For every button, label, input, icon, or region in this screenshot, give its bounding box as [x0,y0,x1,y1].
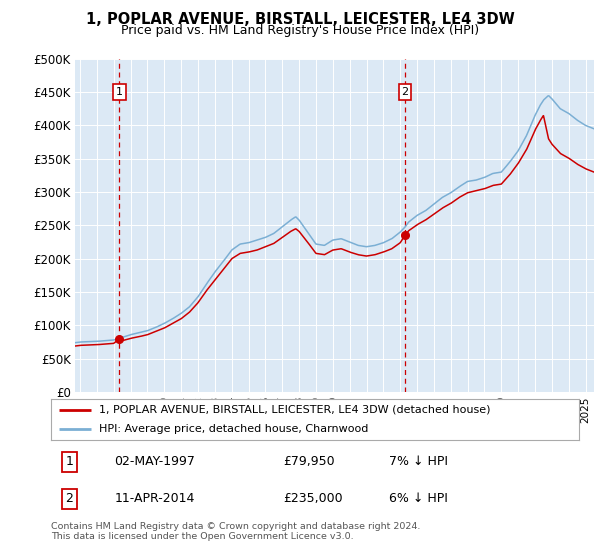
Text: 7% ↓ HPI: 7% ↓ HPI [389,455,448,468]
Text: HPI: Average price, detached house, Charnwood: HPI: Average price, detached house, Char… [98,423,368,433]
Text: 2: 2 [65,492,73,505]
Text: Price paid vs. HM Land Registry's House Price Index (HPI): Price paid vs. HM Land Registry's House … [121,24,479,36]
Text: Contains HM Land Registry data © Crown copyright and database right 2024.
This d: Contains HM Land Registry data © Crown c… [51,522,421,542]
Text: £235,000: £235,000 [283,492,343,505]
Text: 1, POPLAR AVENUE, BIRSTALL, LEICESTER, LE4 3DW: 1, POPLAR AVENUE, BIRSTALL, LEICESTER, L… [86,12,514,27]
Text: 02-MAY-1997: 02-MAY-1997 [115,455,195,468]
Text: 1, POPLAR AVENUE, BIRSTALL, LEICESTER, LE4 3DW (detached house): 1, POPLAR AVENUE, BIRSTALL, LEICESTER, L… [98,405,490,415]
Text: 1: 1 [116,87,123,97]
Text: 11-APR-2014: 11-APR-2014 [115,492,195,505]
Text: 6% ↓ HPI: 6% ↓ HPI [389,492,448,505]
Text: £79,950: £79,950 [283,455,335,468]
Text: 2: 2 [401,87,409,97]
Text: 1: 1 [65,455,73,468]
